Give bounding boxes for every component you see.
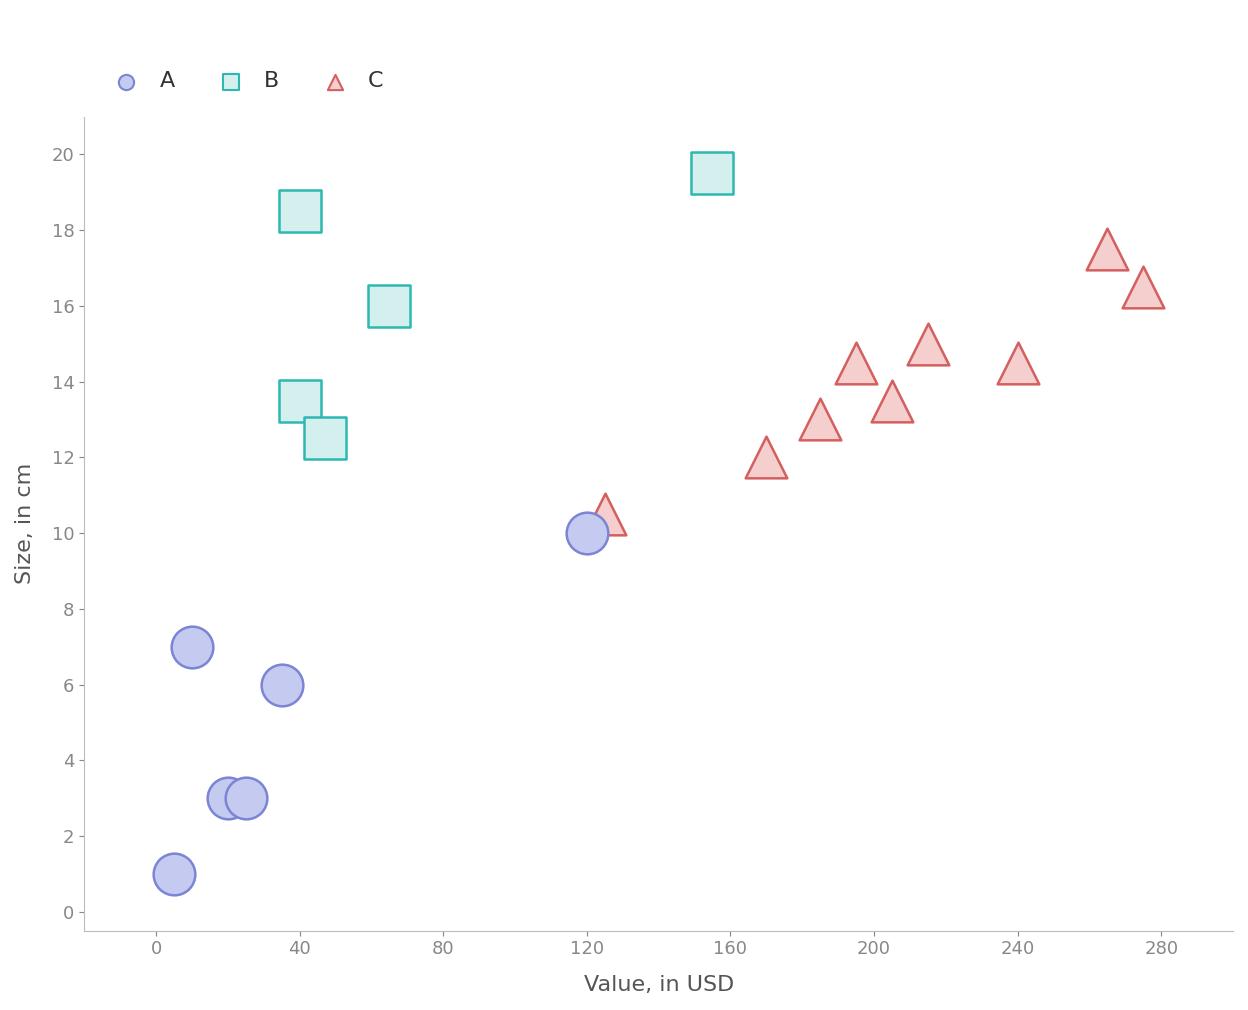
A	[182, 638, 202, 654]
C	[595, 506, 615, 522]
C	[917, 335, 937, 351]
C	[1133, 279, 1153, 295]
Legend: A, B, C: A, B, C	[95, 63, 392, 100]
B	[314, 430, 334, 446]
C	[756, 449, 776, 466]
B	[290, 203, 310, 219]
B	[703, 166, 723, 182]
C	[1097, 241, 1117, 258]
A	[272, 677, 292, 693]
X-axis label: Value, in USD: Value, in USD	[584, 975, 734, 995]
C	[1007, 355, 1027, 371]
A	[218, 790, 238, 806]
A	[236, 790, 256, 806]
Y-axis label: Size, in cm: Size, in cm	[15, 463, 35, 584]
B	[290, 393, 310, 409]
A	[577, 525, 597, 541]
C	[882, 393, 902, 409]
C	[810, 411, 830, 427]
A	[163, 866, 183, 882]
C	[846, 355, 866, 371]
B	[379, 298, 399, 314]
